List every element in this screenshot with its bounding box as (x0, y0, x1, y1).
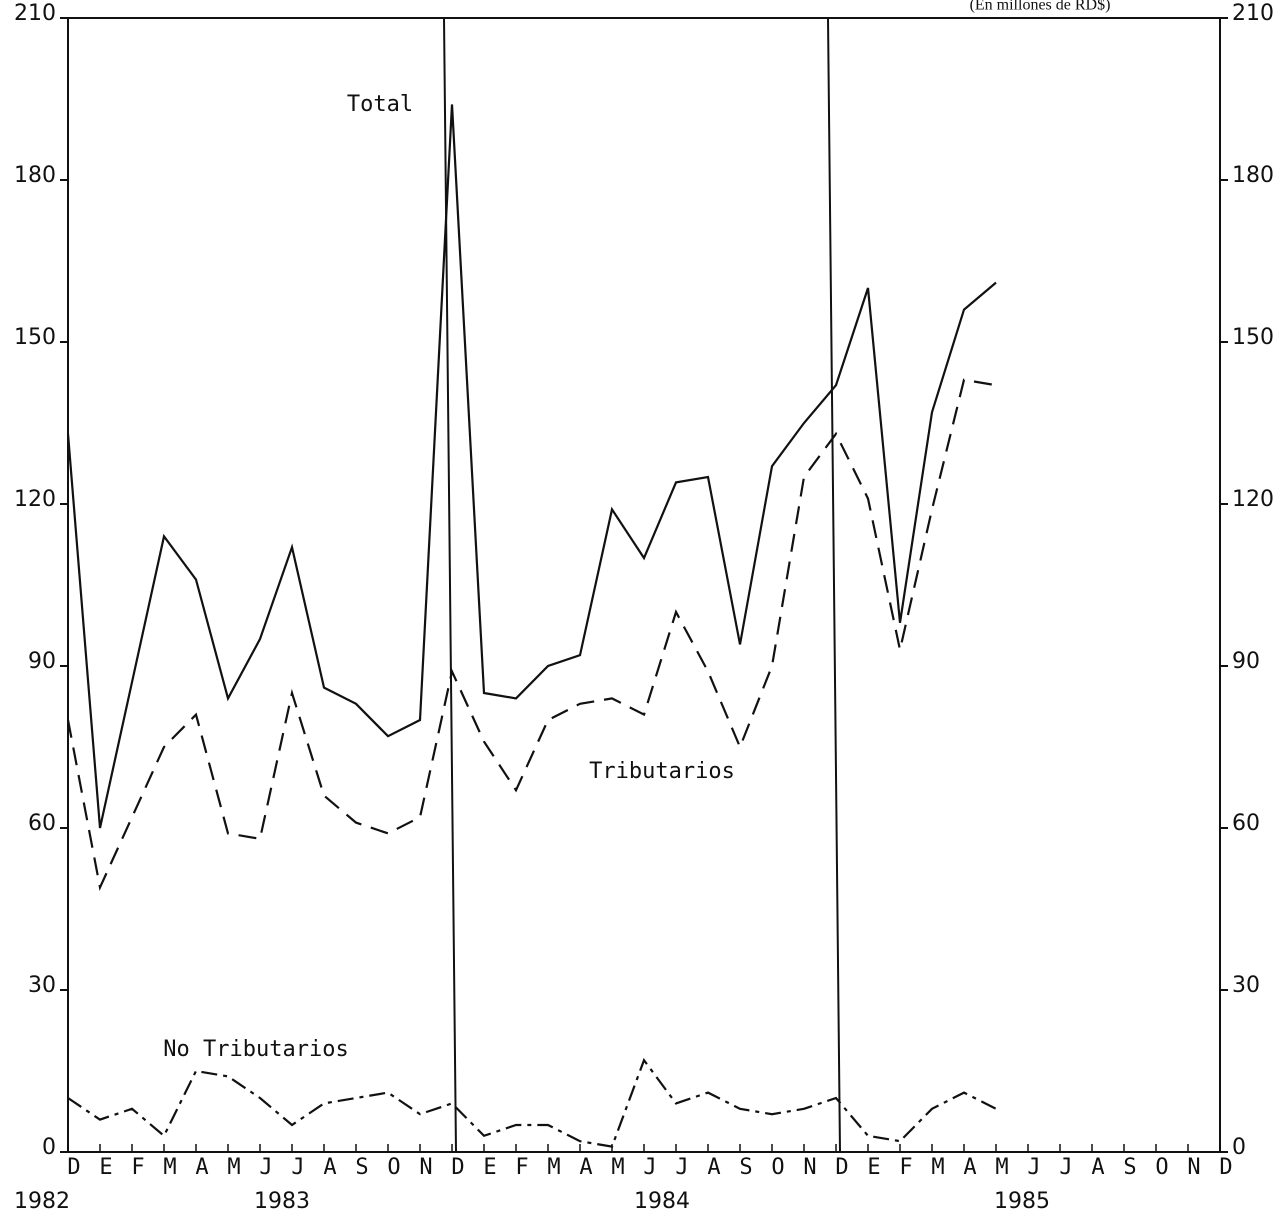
y2-tick-label: 210 (1232, 1, 1274, 26)
x-tick-label: D (451, 1155, 464, 1180)
x-tick-label: F (515, 1155, 528, 1180)
y2-tick-label: 30 (1232, 973, 1260, 998)
x-tick-label: O (1155, 1155, 1168, 1180)
y2-tick-label: 120 (1232, 487, 1274, 512)
x-tick-label: A (963, 1155, 976, 1180)
plot-frame (67, 17, 1221, 1153)
x-tick-label: J (1059, 1155, 1072, 1180)
series-line (66, 104, 997, 829)
x-tick-label: E (99, 1155, 112, 1180)
x-tick-label: M (611, 1155, 624, 1180)
x-tick-label: F (899, 1155, 912, 1180)
x-tick-label: M (931, 1155, 944, 1180)
y-tick-label: 0 (42, 1135, 56, 1160)
y-tick-label: 90 (28, 649, 56, 674)
y-tick-label: 30 (28, 973, 56, 998)
x-tick-label: A (1091, 1155, 1104, 1180)
x-tick-label: J (643, 1155, 656, 1180)
series-label: Tributarios (589, 759, 735, 784)
year-label: 1984 (634, 1189, 690, 1214)
x-tick-label: E (483, 1155, 496, 1180)
y2-tick-label: 150 (1232, 325, 1274, 350)
year-separator (443, 17, 457, 1153)
y2-tick-label: 180 (1232, 163, 1274, 188)
y-tick-label: 120 (14, 487, 56, 512)
x-tick-label: N (1187, 1155, 1200, 1180)
x-tick-label: A (195, 1155, 208, 1180)
x-tick-label: J (1027, 1155, 1040, 1180)
x-tick-label: J (291, 1155, 304, 1180)
series-line (67, 1057, 997, 1148)
y-tick-label: 150 (14, 325, 56, 350)
y-tick-label: 60 (28, 811, 56, 836)
x-tick-label: D (67, 1155, 80, 1180)
y-tick-label: 180 (14, 163, 56, 188)
x-tick-label: S (1123, 1155, 1136, 1180)
series-label: Total (347, 92, 413, 117)
x-tick-label: D (835, 1155, 848, 1180)
x-tick-label: M (227, 1155, 240, 1180)
x-tick-label: J (259, 1155, 272, 1180)
x-tick-label: M (995, 1155, 1008, 1180)
x-tick-label: M (547, 1155, 560, 1180)
x-tick-label: S (355, 1155, 368, 1180)
year-label: 1983 (254, 1189, 310, 1214)
y2-tick-label: 0 (1232, 1135, 1246, 1160)
x-tick-label: J (675, 1155, 688, 1180)
year-label: 1982 (14, 1189, 70, 1214)
x-tick-label: A (707, 1155, 720, 1180)
x-tick-label: E (867, 1155, 880, 1180)
x-tick-label: N (419, 1155, 432, 1180)
x-tick-label: N (803, 1155, 816, 1180)
series-label: No Tributarios (163, 1037, 348, 1062)
series-line (66, 378, 997, 891)
year-label: 1985 (994, 1189, 1050, 1214)
x-tick-label: S (739, 1155, 752, 1180)
x-tick-label: O (771, 1155, 784, 1180)
x-tick-label: M (163, 1155, 176, 1180)
x-tick-label: D (1219, 1155, 1232, 1180)
chart-title: (En millones de RD$) (970, 0, 1111, 14)
y2-tick-label: 60 (1232, 811, 1260, 836)
x-tick-label: F (131, 1155, 144, 1180)
y-tick-label: 210 (14, 1, 56, 26)
y2-tick-label: 90 (1232, 649, 1260, 674)
year-separator (827, 17, 841, 1153)
x-tick-label: O (387, 1155, 400, 1180)
x-tick-label: A (579, 1155, 592, 1180)
x-tick-label: A (323, 1155, 336, 1180)
